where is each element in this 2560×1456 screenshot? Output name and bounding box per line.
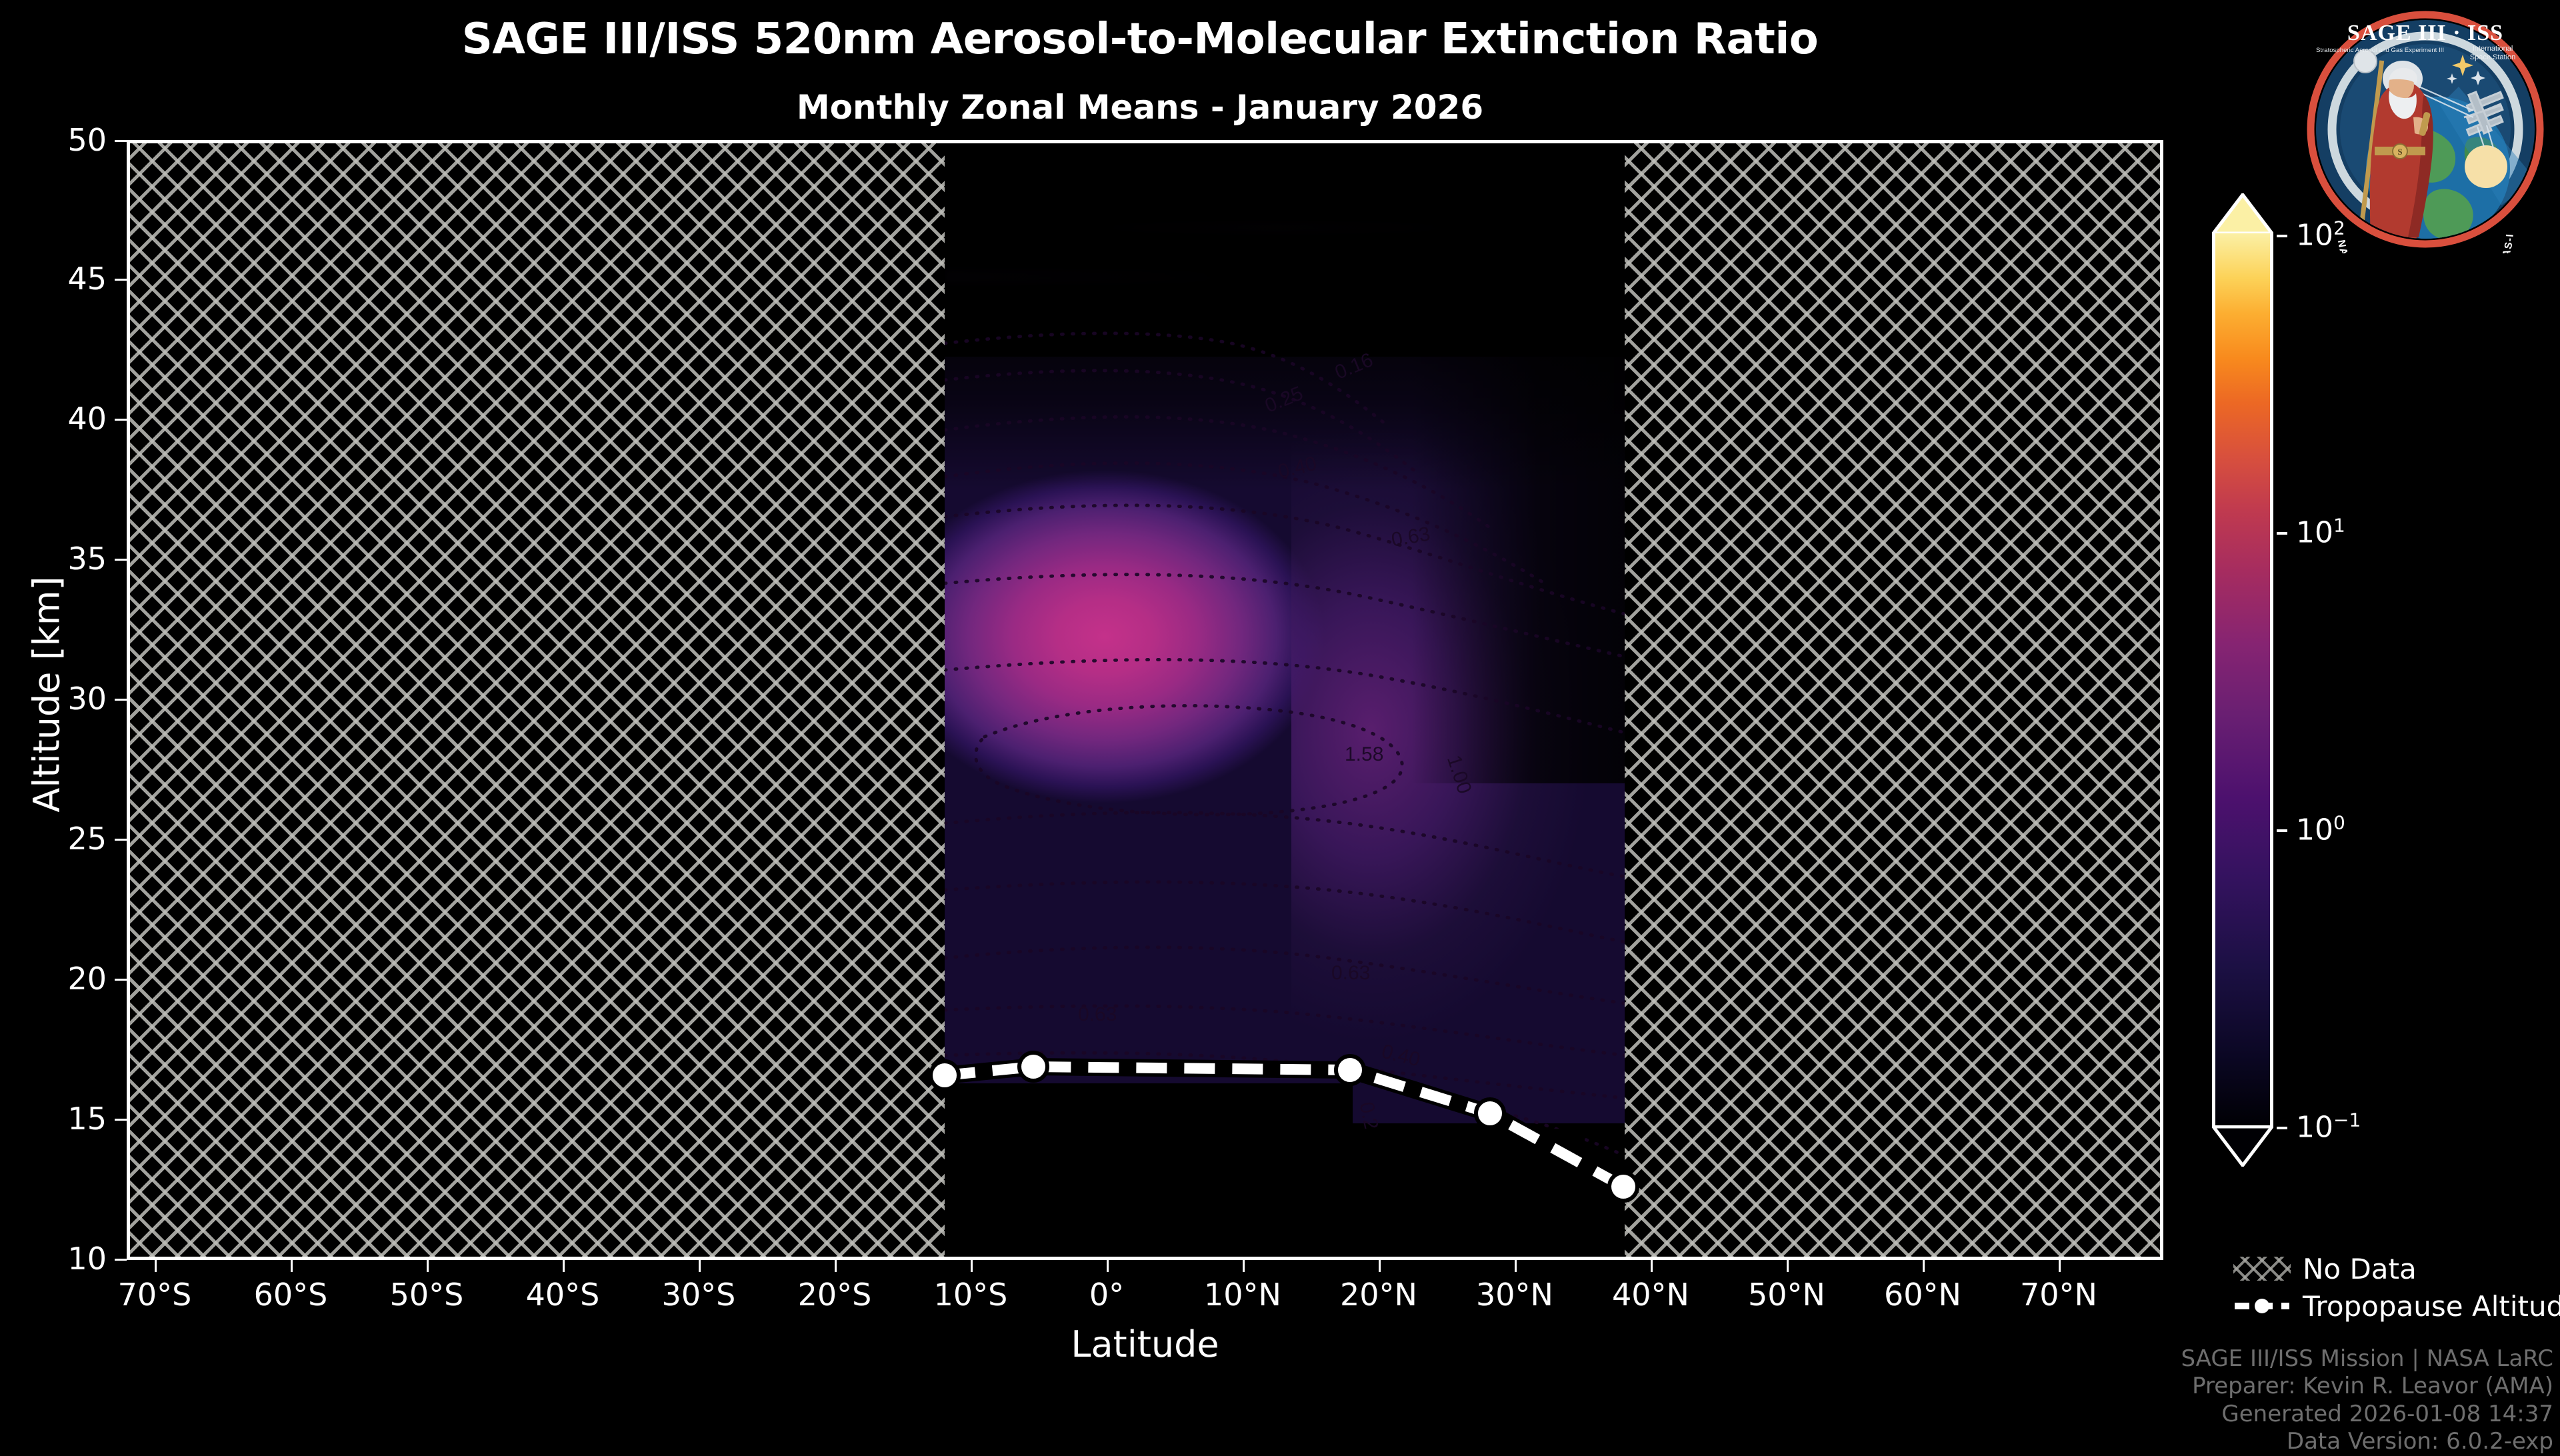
xtick-label: 60°N [1884,1277,1961,1313]
xtick-label: 70°N [2020,1277,2097,1313]
colorbar-tick [2277,235,2287,237]
ytick-mark [115,559,127,561]
cbar-exponent: 1 [2333,514,2345,537]
colorbar-arrow-bottom [2212,1125,2273,1167]
data-panel: 0.16 0.25 0.40 0.63 1.58 1.00 0.63 0.63 … [945,143,1625,1257]
xtick-mark [427,1260,429,1272]
xtick-label: 50°S [389,1277,464,1313]
ytick-label: 45 [67,261,107,297]
xtick-mark [1923,1260,1925,1272]
logo-subtitle-left: Stratospheric Aerosol and Gas Experiment… [2316,47,2444,54]
xtick-label: 40°N [1612,1277,1689,1313]
xtick-mark [699,1260,701,1272]
x-axis-title: Latitude [1071,1323,1219,1365]
credit-preparer: Preparer: Kevin R. Leavor (AMA) [2192,1373,2553,1400]
cbar-mantissa: 10 [2296,515,2333,550]
xtick-label: 70°S [117,1277,192,1313]
credits-block: SAGE III/ISS Mission | NASA LaRC Prepare… [2181,1345,2553,1456]
xtick-label: 40°S [525,1277,600,1313]
colorbar-tick-label: 102 [2296,217,2345,253]
legend-label-no-data: No Data [2303,1252,2417,1285]
ytick-mark [115,140,127,142]
credit-generated: Generated 2026-01-08 14:37 [2221,1400,2553,1427]
xtick-mark [1379,1260,1381,1272]
svg-text:S: S [2397,147,2402,157]
credit-mission: SAGE III/ISS Mission | NASA LaRC [2181,1345,2553,1372]
legend-item-no-data: No Data [2233,1250,2560,1287]
xtick-mark [1515,1260,1517,1272]
xtick-mark [835,1260,837,1272]
xtick-mark [1107,1260,1109,1272]
colorbar-tick-label: 10−1 [2296,1109,2361,1145]
page-title: SAGE III/ISS 520nm Aerosol-to-Molecular … [461,15,1819,64]
xtick-label: 10°S [933,1277,1008,1313]
ytick-mark [115,699,127,701]
ytick-mark [115,839,127,841]
cbar-exponent: 0 [2333,811,2345,834]
y-axis-title: Altitude [km] [25,576,68,813]
ytick-label: 40 [67,401,107,437]
logo-subtitle-right-2: Space Station [2470,53,2516,61]
tropopause-markers [929,1051,1639,1203]
colorbar-tick [2277,1127,2287,1129]
chart-legend: No Data Tropopause Altitude [2233,1250,2560,1325]
xtick-label: 20°S [797,1277,872,1313]
xtick-mark [1651,1260,1653,1272]
xtick-label: 10°N [1204,1277,1281,1313]
cbar-mantissa: 10 [2296,218,2333,253]
logo-subtitle-right-1: International [2473,45,2513,53]
ytick-mark [115,979,127,981]
contour-label-0-63-low2: 0.63 [1078,1003,1117,1025]
xtick-label: 30°S [661,1277,736,1313]
ytick-label: 20 [67,961,107,997]
xtick-mark [155,1260,157,1272]
colorbar-gradient [2212,233,2273,1127]
credit-version: Data Version: 6.0.2-exp [2286,1428,2553,1455]
contour-label-1-58: 1.58 [1345,743,1384,765]
colorbar-arrow-top [2212,193,2273,235]
ytick-label: 15 [67,1101,107,1137]
colorbar-tick-label: 100 [2296,812,2345,847]
plot-area: 0.16 0.25 0.40 0.63 1.58 1.00 0.63 0.63 … [127,140,2163,1260]
xtick-label: 50°N [1748,1277,1825,1313]
no-data-swatch-icon [2233,1257,2291,1281]
ytick-mark [115,1259,127,1261]
legend-item-tropopause: Tropopause Altitude [2233,1287,2560,1325]
xtick-label: 60°S [253,1277,328,1313]
page-subtitle: Monthly Zonal Means - January 2026 [796,88,1484,127]
xtick-mark [1787,1260,1789,1272]
xtick-mark [1243,1260,1245,1272]
xtick-mark [563,1260,565,1272]
ytick-mark [115,1119,127,1121]
ytick-mark [115,279,127,281]
nodata-cutout-left [945,1083,1353,1257]
xtick-label: 0° [1089,1277,1125,1313]
ytick-mark [115,419,127,421]
ytick-label: 35 [67,541,107,577]
ytick-label: 50 [67,122,107,158]
xtick-label: 30°N [1476,1277,1553,1313]
xtick-mark [291,1260,293,1272]
cbar-mantissa: 10 [2296,1110,2333,1145]
tropopause-swatch-icon [2233,1294,2291,1318]
logo-title: SAGE III · ISS [2347,21,2503,45]
contour-label-0-63-lower: 0.63 [1331,962,1371,984]
cbar-exponent: 2 [2333,217,2345,239]
cbar-exponent: −1 [2333,1109,2361,1131]
cbar-mantissa: 10 [2296,813,2333,847]
ytick-label: 25 [67,821,107,857]
xtick-label: 20°N [1340,1277,1417,1313]
tropopause-line [929,1051,1639,1203]
colorbar-tick-label: 101 [2296,515,2345,550]
legend-label-tropopause: Tropopause Altitude [2303,1289,2560,1323]
sage-iii-iss-mission-patch-logo: S SAGE III · ISS Stratospheric Aerosol a… [2301,5,2544,253]
colorbar-tick [2277,532,2287,535]
xtick-mark [971,1260,973,1272]
colorbar: 102 101 100 10−1 [2212,193,2361,1167]
ytick-label: 10 [67,1241,107,1277]
ytick-label: 30 [67,681,107,717]
xtick-mark [2059,1260,2061,1272]
colorbar-tick [2277,829,2287,832]
